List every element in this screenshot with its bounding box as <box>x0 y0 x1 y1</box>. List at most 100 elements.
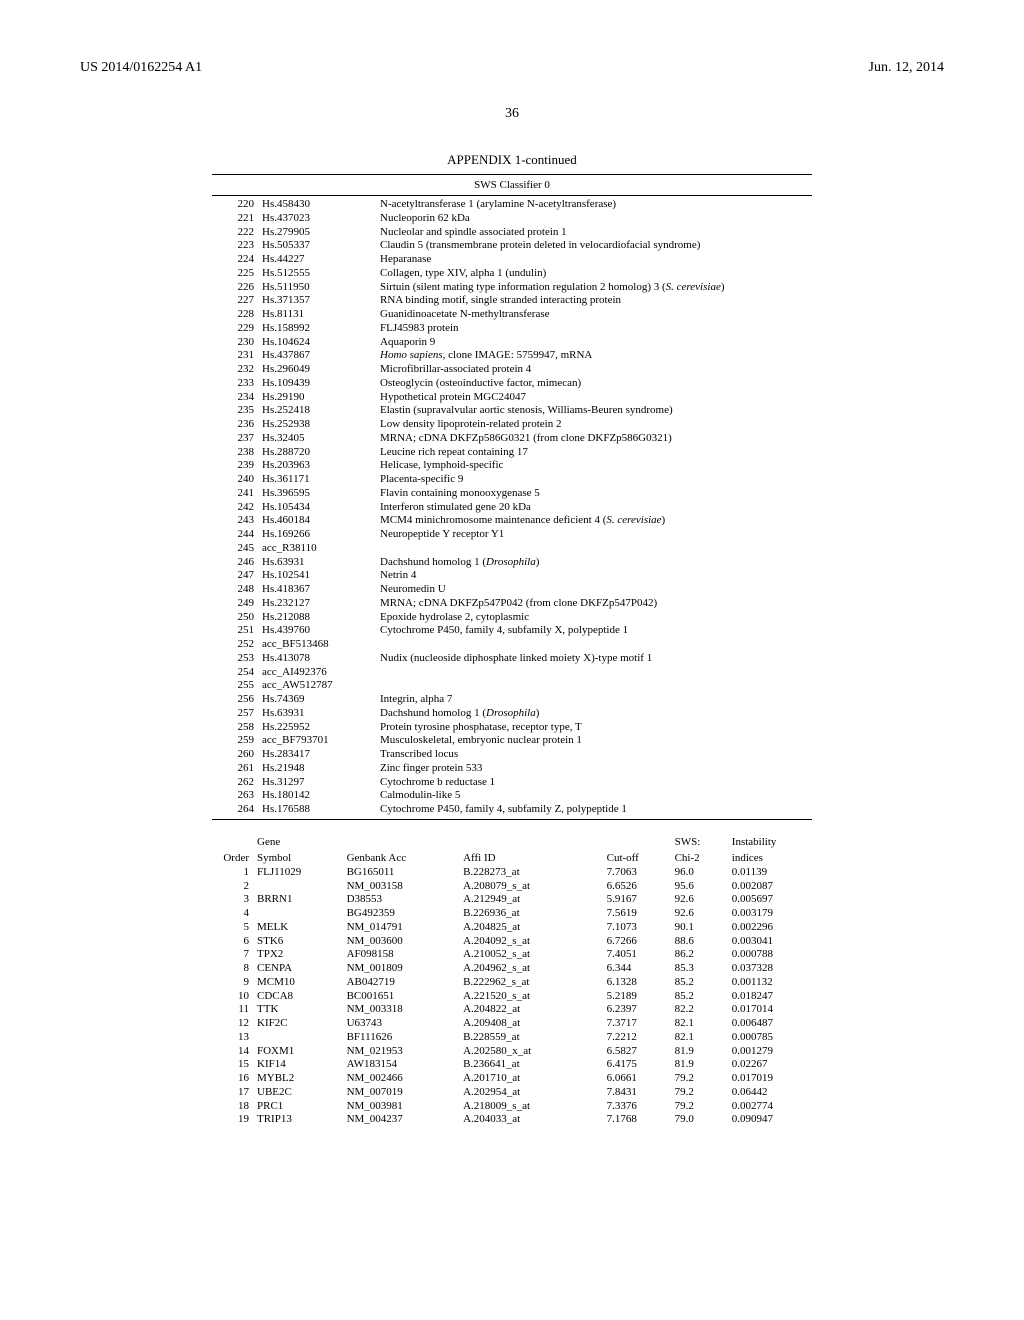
cell-affi: A.221520_s_at <box>459 990 603 1004</box>
table-row: 220Hs.458430N-acetyltransferase 1 (aryla… <box>212 198 812 212</box>
table-row: 16MYBL2NM_002466A.201710_at6.066179.20.0… <box>212 1072 812 1086</box>
row-number: 247 <box>212 569 258 583</box>
row-number: 238 <box>212 446 258 460</box>
table-row: 233Hs.109439Osteoglycin (osteoinductive … <box>212 377 812 391</box>
cell-symbol: CDCA8 <box>253 990 343 1004</box>
row-id: Hs.169266 <box>258 528 376 542</box>
row-desc: Dachshund homolog 1 (Drosophila) <box>376 707 812 721</box>
doc-number: US 2014/0162254 A1 <box>80 60 202 76</box>
cell-cutoff: 6.6526 <box>603 880 671 894</box>
cell-affi: A.202954_at <box>459 1086 603 1100</box>
row-id: acc_AW512787 <box>258 679 376 693</box>
table-row: 253Hs.413078Nudix (nucleoside diphosphat… <box>212 652 812 666</box>
row-desc: Sirtuin (silent mating type information … <box>376 281 812 295</box>
row-desc: Helicase, lymphoid-specific <box>376 459 812 473</box>
cell-chi2: 85.2 <box>671 990 728 1004</box>
row-number: 235 <box>212 404 258 418</box>
row-desc <box>376 638 812 652</box>
row-number: 253 <box>212 652 258 666</box>
row-desc: Elastin (supravalvular aortic stenosis, … <box>376 404 812 418</box>
table-row: 255acc_AW512787 <box>212 679 812 693</box>
table-row: 252acc_BF513468 <box>212 638 812 652</box>
table-row: 243Hs.460184MCM4 minichromosome maintena… <box>212 514 812 528</box>
row-desc: RNA binding motif, single stranded inter… <box>376 294 812 308</box>
cell-symbol: UBE2C <box>253 1086 343 1100</box>
cell-affi: A.201710_at <box>459 1072 603 1086</box>
cell-affi: A.204825_at <box>459 921 603 935</box>
table-row: 250Hs.212088Epoxide hydrolase 2, cytopla… <box>212 611 812 625</box>
cell-affi: A.204822_at <box>459 1003 603 1017</box>
cell-symbol: KIF14 <box>253 1058 343 1072</box>
rule-top <box>212 174 812 175</box>
cell-cutoff: 7.5619 <box>603 907 671 921</box>
table-row: 251Hs.439760Cytochrome P450, family 4, s… <box>212 624 812 638</box>
row-id: Hs.180142 <box>258 789 376 803</box>
cell-symbol: PRC1 <box>253 1100 343 1114</box>
table-row: 15KIF14AW183154B.236641_at6.417581.90.02… <box>212 1058 812 1072</box>
row-number: 228 <box>212 308 258 322</box>
table-row: 240Hs.361171Placenta-specific 9 <box>212 473 812 487</box>
cell-cutoff: 7.2212 <box>603 1031 671 1045</box>
cell-symbol: CENPA <box>253 962 343 976</box>
row-number: 226 <box>212 281 258 295</box>
row-number: 236 <box>212 418 258 432</box>
row-desc: Cytochrome b reductase 1 <box>376 776 812 790</box>
row-id: Hs.437867 <box>258 349 376 363</box>
row-desc: Zinc finger protein 533 <box>376 762 812 776</box>
row-desc: Nudix (nucleoside diphosphate linked moi… <box>376 652 812 666</box>
row-id: Hs.32405 <box>258 432 376 446</box>
row-number: 225 <box>212 267 258 281</box>
table-row: 9MCM10AB042719B.222962_s_at6.132885.20.0… <box>212 976 812 990</box>
cell-chi2: 95.6 <box>671 880 728 894</box>
col-order-h2: Order <box>212 850 253 866</box>
cell-affi: B.222962_s_at <box>459 976 603 990</box>
table-row: 3BRRN1D38553A.212949_at5.916792.60.00569… <box>212 893 812 907</box>
table-row: 242Hs.105434Interferon stimulated gene 2… <box>212 501 812 515</box>
cell-chi2: 85.3 <box>671 962 728 976</box>
gene-table-header-row2: Order Symbol Genbank Acc Affi ID Cut-off… <box>212 850 812 866</box>
col-genbank-h1 <box>343 834 460 850</box>
row-number: 251 <box>212 624 258 638</box>
cell-chi2: 92.6 <box>671 907 728 921</box>
cell-order: 1 <box>212 866 253 880</box>
table-row: 258Hs.225952Protein tyrosine phosphatase… <box>212 721 812 735</box>
col-genbank-h2: Genbank Acc <box>343 850 460 866</box>
cell-chi2: 82.1 <box>671 1017 728 1031</box>
cell-cutoff: 5.9167 <box>603 893 671 907</box>
cell-instab: 0.000785 <box>728 1031 812 1045</box>
table-row: 239Hs.203963Helicase, lymphoid-specific <box>212 459 812 473</box>
row-desc: MCM4 minichromosome maintenance deficien… <box>376 514 812 528</box>
table-row: 237Hs.32405MRNA; cDNA DKFZp586G0321 (fro… <box>212 432 812 446</box>
cell-symbol: FOXM1 <box>253 1045 343 1059</box>
cell-instab: 0.090947 <box>728 1113 812 1127</box>
row-number: 257 <box>212 707 258 721</box>
cell-genbank: NM_003600 <box>343 935 460 949</box>
row-id: acc_BF793701 <box>258 734 376 748</box>
cell-symbol: TTK <box>253 1003 343 1017</box>
row-number: 254 <box>212 666 258 680</box>
cell-cutoff: 6.4175 <box>603 1058 671 1072</box>
row-id: Hs.105434 <box>258 501 376 515</box>
row-desc: MRNA; cDNA DKFZp586G0321 (from clone DKF… <box>376 432 812 446</box>
table-row: 17UBE2CNM_007019A.202954_at7.843179.20.0… <box>212 1086 812 1100</box>
cell-chi2: 88.6 <box>671 935 728 949</box>
cell-order: 13 <box>212 1031 253 1045</box>
cell-cutoff: 6.344 <box>603 962 671 976</box>
cell-chi2: 85.2 <box>671 976 728 990</box>
row-desc: Musculoskeletal, embryonic nuclear prote… <box>376 734 812 748</box>
row-number: 256 <box>212 693 258 707</box>
col-cutoff-h1 <box>603 834 671 850</box>
table-row: 8CENPANM_001809A.204962_s_at6.34485.30.0… <box>212 962 812 976</box>
table-row: 234Hs.29190Hypothetical protein MGC24047 <box>212 391 812 405</box>
cell-cutoff: 7.8431 <box>603 1086 671 1100</box>
row-number: 252 <box>212 638 258 652</box>
page-header: US 2014/0162254 A1 Jun. 12, 2014 <box>80 60 944 76</box>
row-desc: Neuropeptide Y receptor Y1 <box>376 528 812 542</box>
cell-chi2: 96.0 <box>671 866 728 880</box>
row-desc: Calmodulin-like 5 <box>376 789 812 803</box>
row-id: Hs.109439 <box>258 377 376 391</box>
cell-cutoff: 7.4051 <box>603 948 671 962</box>
table-row: 264Hs.176588Cytochrome P450, family 4, s… <box>212 803 812 817</box>
cell-order: 2 <box>212 880 253 894</box>
cell-genbank: D38553 <box>343 893 460 907</box>
